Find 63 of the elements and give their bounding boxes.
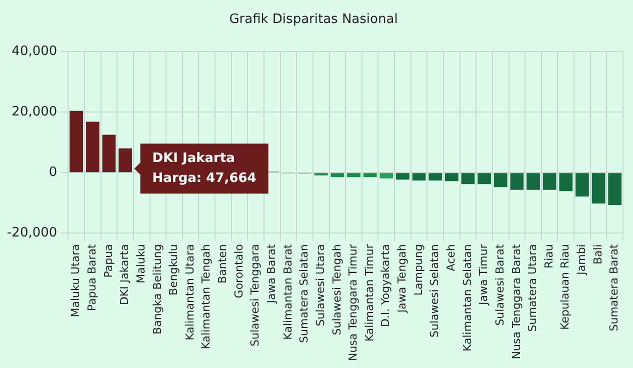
x-tick-label: Jawa Barat — [265, 243, 278, 304]
x-tick-label: Sumatera Selatan — [298, 244, 311, 343]
x-tick-label: Jambi — [575, 244, 588, 276]
annotation: Harga: 47,664 — [152, 170, 256, 186]
x-tick-label: Gorontalo — [232, 244, 246, 298]
x-tick-label: Kalimantan Utara — [183, 244, 196, 340]
bar — [396, 173, 410, 180]
y-tick-label: 40,000 — [12, 44, 58, 59]
x-tick-label: Nusa Tenggara Barat — [510, 243, 523, 360]
x-tick-label: Aceh — [444, 244, 458, 272]
x-tick-label: Bengkulu — [167, 244, 180, 296]
bar — [461, 173, 475, 184]
x-tick-label: DKI Jakarta — [118, 244, 132, 306]
bar — [526, 173, 540, 190]
bar — [576, 173, 589, 197]
y-tick-label: 0 — [48, 164, 58, 180]
x-tick-label: Sumatera Utara — [526, 244, 540, 332]
x-tick-label: Maluku Utara — [69, 244, 82, 318]
bar — [559, 173, 573, 192]
x-tick-label: Kalimantan Barat — [281, 243, 294, 340]
x-tick-label: Bali — [591, 244, 604, 265]
x-tick-label: Sulawesi Selatan — [428, 244, 442, 338]
x-tick-label: Maluku — [134, 244, 148, 284]
bar — [428, 173, 442, 180]
bar — [330, 173, 344, 178]
bar — [608, 173, 622, 205]
x-tick-label: Jawa Tengah — [396, 244, 409, 314]
x-tick-label: Lampung — [412, 244, 425, 296]
x-tick-label: Sulawesi Tengah — [330, 244, 344, 336]
bar — [510, 173, 524, 190]
bar — [86, 122, 100, 172]
x-tick-label: Sumatera Barat — [608, 243, 621, 332]
x-tick-label: Sulawesi Barat — [493, 243, 506, 326]
bar — [542, 173, 556, 190]
x-tick-label: Papua — [102, 244, 115, 278]
x-tick-label: Riau — [542, 244, 556, 269]
x-tick-label: Papua Barat — [86, 243, 99, 312]
x-tick-label: Kalimantan Tengah — [200, 244, 213, 350]
bar — [347, 173, 360, 178]
bar — [70, 110, 84, 172]
y-tick-label: 20,000 — [12, 104, 58, 120]
annotation: DKI Jakarta — [152, 150, 235, 166]
x-tick-label: Jawa Timur — [477, 244, 490, 306]
bar — [102, 134, 116, 172]
bar — [592, 173, 606, 204]
bar — [380, 173, 394, 178]
bar — [494, 173, 508, 188]
chart-title: Grafik Disparitas Nasional — [229, 12, 398, 28]
bar — [478, 173, 491, 184]
x-tick-label: Nusa Tenggara Timur — [346, 244, 360, 362]
x-tick-label: D.I. Yogyakarta — [379, 244, 392, 328]
x-tick-label: Bangka Belitung — [150, 244, 164, 334]
x-tick-label: Kalimantan Timur — [362, 244, 376, 342]
bar — [412, 173, 426, 180]
x-tick-label: Banten — [216, 244, 230, 284]
x-tick-label: Sulawesi Utara — [314, 244, 327, 326]
bar — [444, 173, 458, 182]
x-tick-label: Sulawesi Tenggara — [248, 244, 262, 346]
bar — [363, 173, 377, 178]
x-tick-label: Kepulauan Riau — [558, 244, 572, 330]
y-tick-label: -20,000 — [6, 226, 58, 241]
bar — [118, 148, 132, 172]
x-tick-label: Kalimantan Selatan — [460, 244, 474, 352]
